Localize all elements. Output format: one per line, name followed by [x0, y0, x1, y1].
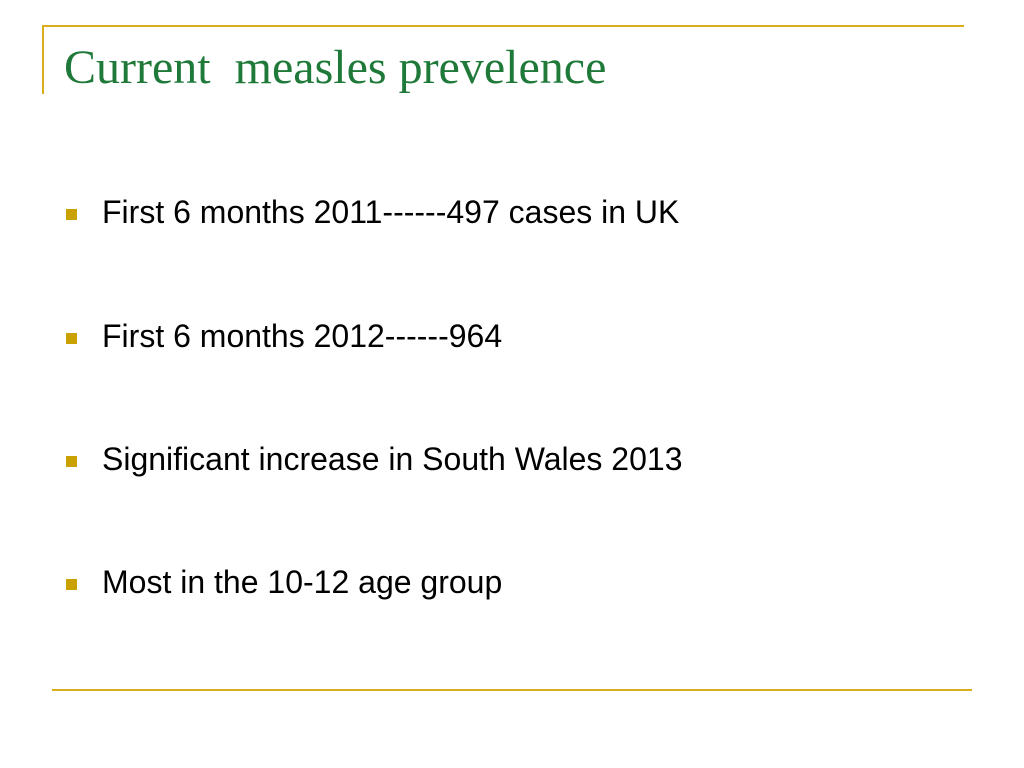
title: Current measles prevelence	[64, 41, 607, 94]
bullet: Most in the 10-12 age group	[102, 564, 503, 600]
bullet-marker	[66, 333, 77, 344]
bullet: First 6 months 2011------497 cases in UK	[102, 194, 680, 230]
bullet-marker	[66, 209, 77, 220]
bullet: Significant increase in South Wales 2013	[102, 441, 683, 477]
bullet: First 6 months 2012------964	[102, 318, 503, 354]
bullet-marker	[66, 579, 77, 590]
bullet-marker	[66, 456, 77, 467]
